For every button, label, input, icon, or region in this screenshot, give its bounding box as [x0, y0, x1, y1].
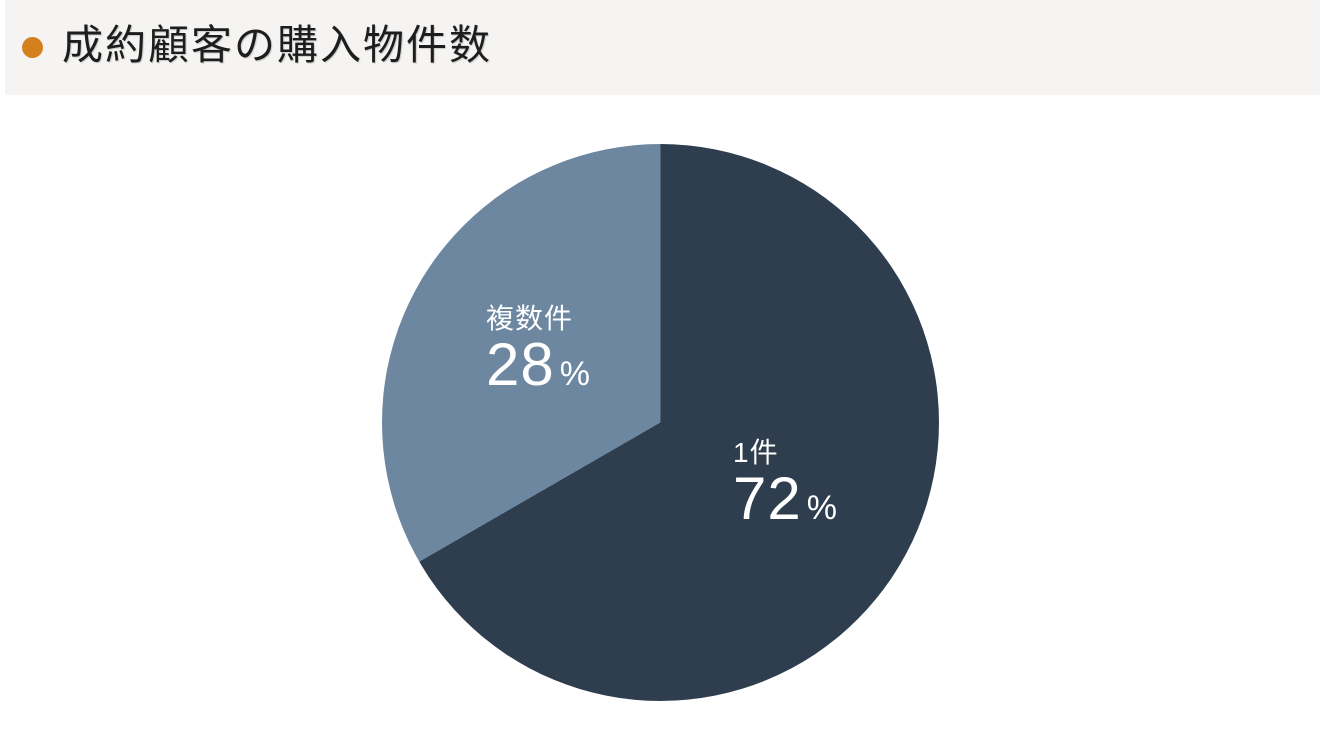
bullet-icon: [22, 37, 43, 58]
chart-area: 複数件 28 % 1件 72 %: [0, 95, 1320, 752]
slice-label-single: 1件 72 %: [733, 437, 837, 529]
percent-sign: %: [559, 355, 590, 394]
slice-percent-number: 28: [486, 331, 555, 399]
slice-name: 1件: [733, 437, 779, 468]
slice-name: 複数件: [486, 303, 574, 334]
page-title: 成約顧客の購入物件数: [62, 22, 492, 68]
pie-chart: [382, 144, 939, 701]
slice-label-multiple: 複数件 28 %: [486, 303, 590, 395]
slice-percent-number: 72: [733, 465, 802, 533]
slice-value: 28 %: [486, 335, 590, 395]
header-band: 成約顧客の購入物件数: [5, 0, 1320, 95]
percent-sign: %: [806, 489, 837, 528]
slice-value: 72 %: [733, 469, 837, 529]
